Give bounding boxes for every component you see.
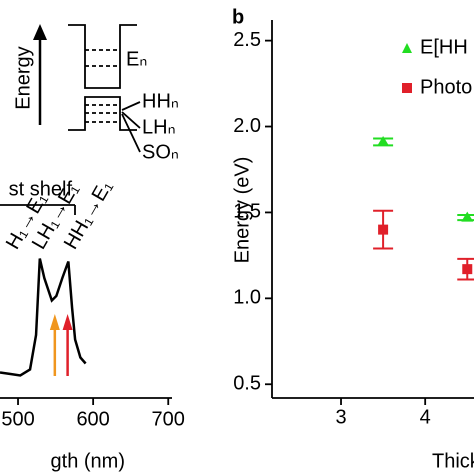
y-tick-label: 2.0	[233, 115, 261, 137]
legend-marker	[402, 83, 412, 93]
x-tick-label: 3	[335, 406, 346, 428]
x-tick-label: 600	[76, 408, 109, 430]
x-tick-label: 700	[152, 408, 185, 430]
level-label: HHₙ	[142, 90, 179, 112]
energy-axis-label: Energy	[12, 46, 34, 109]
y-tick-label: 0.5	[233, 373, 261, 395]
data-point	[377, 135, 390, 146]
data-point	[378, 224, 389, 235]
legend-label: Photo	[420, 76, 472, 98]
x-tick-label: 500	[1, 408, 34, 430]
arrow-head	[49, 314, 60, 330]
band-diagram	[0, 24, 141, 215]
spectrum-line	[0, 258, 87, 377]
x-axis-label: Thick	[432, 450, 474, 472]
y-tick-label: 2.5	[233, 29, 261, 51]
x-axis-label: gth (nm)	[51, 450, 125, 472]
level-label: Eₙ	[126, 48, 147, 70]
level-label: SOₙ	[142, 141, 179, 163]
y-tick-label: 1.0	[233, 287, 261, 309]
y-tick-label: 1.5	[233, 201, 261, 223]
data-point	[462, 264, 473, 275]
y-axis-label: Energy (eV)	[231, 157, 253, 264]
panel-label: b	[232, 6, 244, 28]
shelf-label: st shelf	[9, 178, 73, 200]
data-point	[461, 211, 474, 222]
x-tick-label: 4	[420, 406, 431, 428]
arrow-head	[62, 314, 73, 330]
legend-label: E[HH	[420, 36, 468, 58]
level-label: LHₙ	[142, 116, 176, 138]
legend-marker	[402, 43, 412, 53]
